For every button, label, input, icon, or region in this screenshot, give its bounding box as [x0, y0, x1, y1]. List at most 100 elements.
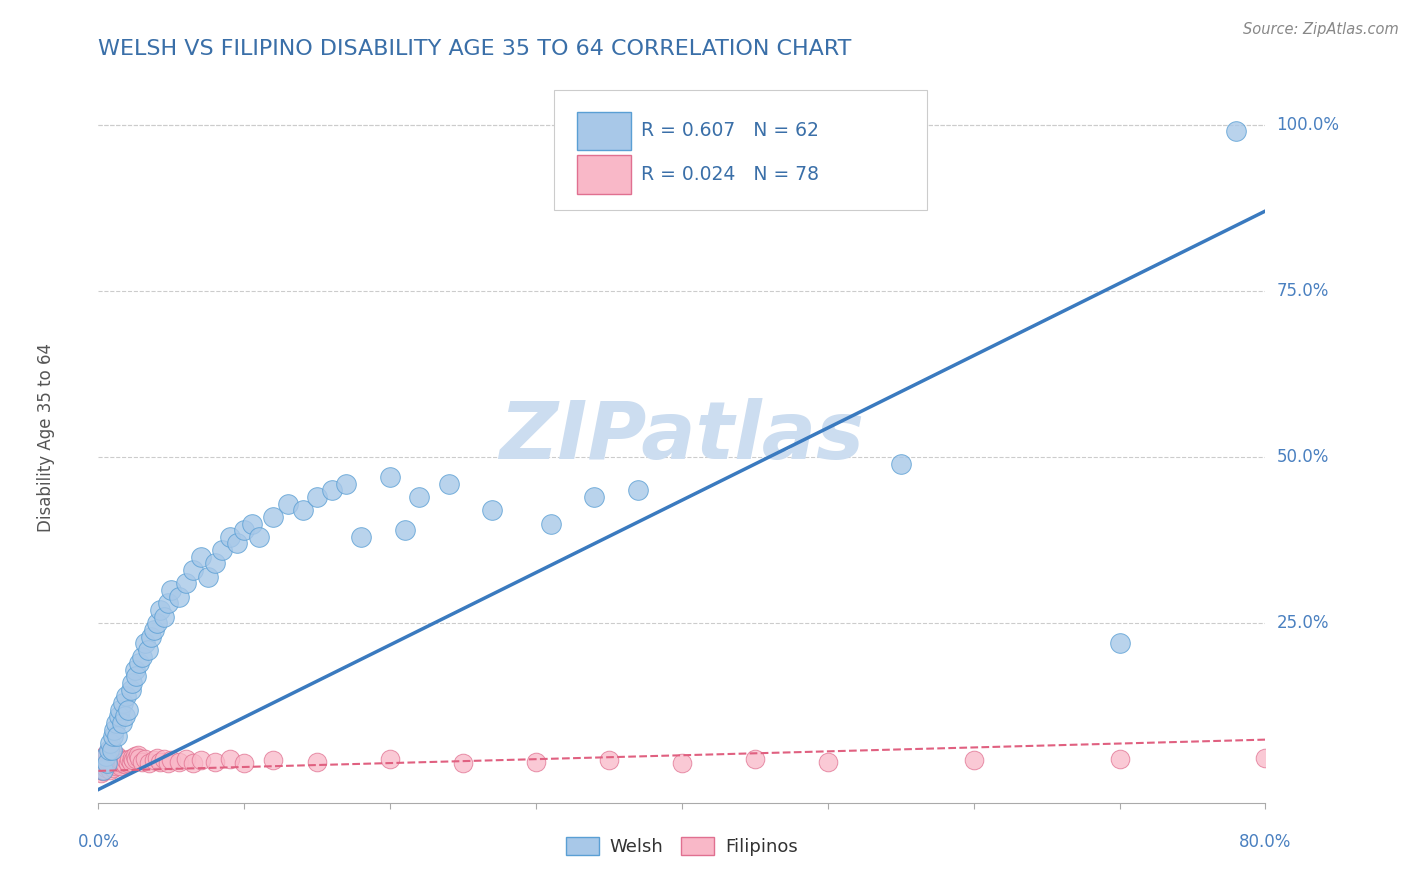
- Point: [131, 649, 153, 664]
- Point: [190, 549, 212, 564]
- Point: [153, 752, 176, 766]
- Point: [117, 703, 139, 717]
- Point: [167, 590, 190, 604]
- Point: [111, 716, 134, 731]
- Point: [380, 752, 402, 766]
- Point: [124, 749, 146, 764]
- Point: [120, 755, 142, 769]
- Point: [181, 756, 204, 770]
- Point: [1108, 752, 1130, 766]
- Point: [437, 476, 460, 491]
- Point: [598, 753, 620, 767]
- Point: [89, 756, 111, 770]
- Point: [277, 497, 299, 511]
- Point: [131, 755, 153, 769]
- Point: [321, 483, 343, 498]
- Point: [204, 557, 226, 571]
- Point: [233, 523, 256, 537]
- Point: [127, 747, 149, 762]
- Point: [1254, 750, 1277, 764]
- Point: [583, 490, 606, 504]
- Point: [153, 609, 176, 624]
- Point: [627, 483, 650, 498]
- Text: R = 0.607   N = 62: R = 0.607 N = 62: [641, 121, 818, 140]
- Point: [114, 757, 136, 772]
- Point: [89, 763, 111, 777]
- Point: [157, 756, 180, 770]
- Point: [128, 656, 150, 670]
- Point: [105, 729, 128, 743]
- Point: [101, 761, 124, 775]
- Point: [122, 753, 145, 767]
- Point: [96, 759, 118, 773]
- Point: [540, 516, 562, 531]
- Text: 50.0%: 50.0%: [1277, 448, 1329, 466]
- Point: [110, 759, 132, 773]
- Point: [744, 752, 766, 766]
- Point: [91, 763, 114, 777]
- Point: [105, 756, 128, 770]
- Point: [115, 690, 138, 704]
- Point: [112, 696, 135, 710]
- Point: [247, 530, 270, 544]
- Point: [149, 755, 172, 769]
- Point: [481, 503, 503, 517]
- Text: R = 0.024   N = 78: R = 0.024 N = 78: [641, 165, 820, 184]
- Point: [108, 757, 131, 772]
- Point: [94, 747, 117, 762]
- Point: [262, 753, 284, 767]
- Point: [121, 676, 143, 690]
- Point: [136, 643, 159, 657]
- Point: [134, 752, 156, 766]
- Point: [1225, 124, 1247, 138]
- Point: [100, 742, 122, 756]
- Point: [94, 761, 117, 775]
- Point: [181, 563, 204, 577]
- Text: 25.0%: 25.0%: [1277, 615, 1329, 632]
- Legend: Welsh, Filipinos: Welsh, Filipinos: [560, 830, 804, 863]
- Point: [120, 682, 142, 697]
- Point: [962, 753, 984, 767]
- Point: [124, 663, 146, 677]
- Point: [240, 516, 263, 531]
- Text: Disability Age 35 to 64: Disability Age 35 to 64: [37, 343, 55, 532]
- Point: [138, 756, 160, 770]
- Point: [890, 457, 912, 471]
- Point: [94, 755, 117, 769]
- Point: [380, 470, 402, 484]
- Point: [114, 709, 136, 723]
- Point: [408, 490, 430, 504]
- Point: [101, 729, 124, 743]
- Point: [149, 603, 172, 617]
- Point: [97, 744, 120, 758]
- Point: [98, 756, 121, 770]
- Point: [103, 723, 125, 737]
- Point: [451, 756, 474, 770]
- Point: [98, 736, 121, 750]
- Point: [104, 716, 127, 731]
- Point: [103, 757, 125, 772]
- Point: [125, 752, 148, 766]
- Point: [91, 764, 114, 778]
- Point: [1108, 636, 1130, 650]
- Point: [121, 750, 143, 764]
- Point: [117, 756, 139, 770]
- Point: [335, 476, 357, 491]
- Point: [98, 763, 121, 777]
- Point: [98, 749, 121, 764]
- Point: [142, 753, 165, 767]
- Point: [128, 750, 150, 764]
- Point: [204, 755, 226, 769]
- FancyBboxPatch shape: [576, 112, 630, 150]
- Point: [104, 753, 127, 767]
- Point: [108, 709, 131, 723]
- Point: [104, 759, 127, 773]
- Point: [211, 543, 233, 558]
- FancyBboxPatch shape: [576, 155, 630, 194]
- Point: [108, 750, 131, 764]
- Point: [218, 752, 240, 766]
- Point: [134, 636, 156, 650]
- Point: [146, 750, 169, 764]
- Point: [167, 755, 190, 769]
- Point: [125, 669, 148, 683]
